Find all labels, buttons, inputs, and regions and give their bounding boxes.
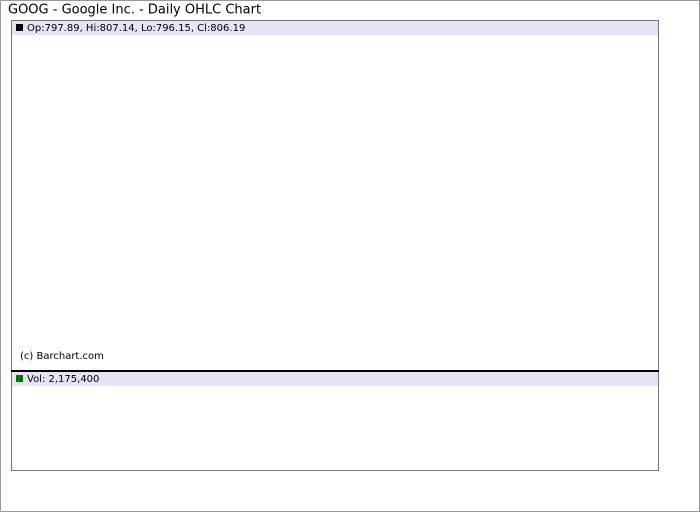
volume-legend-swatch	[16, 375, 23, 382]
price-legend-strip	[12, 21, 658, 35]
price-legend-swatch	[16, 24, 23, 31]
volume-panel	[11, 371, 659, 471]
volume-legend-strip	[12, 372, 658, 386]
chart-title: GOOG - Google Inc. - Daily OHLC Chart	[8, 3, 261, 18]
price-legend: Op:797.89, Hi:807.14, Lo:796.15, Cl:806.…	[27, 23, 245, 34]
credit: (c) Barchart.com	[20, 351, 104, 362]
volume-legend: Vol: 2,175,400	[27, 374, 99, 385]
price-panel	[11, 20, 659, 371]
